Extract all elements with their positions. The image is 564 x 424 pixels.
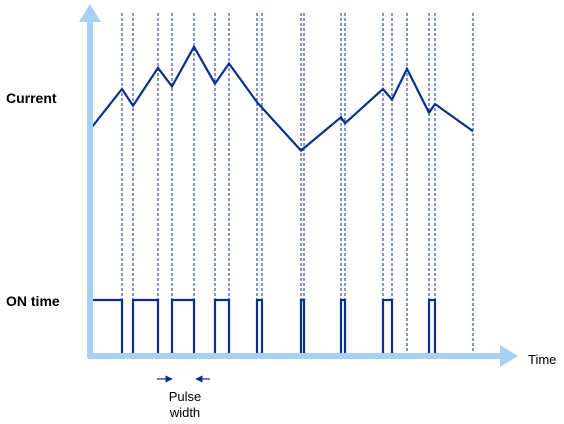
- pulse-width-label-line1: Pulse: [169, 389, 202, 404]
- axes: [79, 4, 518, 367]
- x-axis-arrowhead: [500, 345, 518, 367]
- current-series: [89, 44, 474, 153]
- on-time-label: ON time: [6, 293, 60, 309]
- current-line: [89, 44, 474, 153]
- y-axis-arrowhead: [79, 4, 101, 22]
- pulse-width-annotation: Pulse width: [157, 375, 210, 420]
- pulse-width-label-line2: width: [169, 405, 200, 420]
- current-label: Current: [6, 90, 57, 106]
- switching-gridlines: [121, 13, 474, 356]
- on-time-line: [90, 298, 476, 357]
- x-axis-label: Time: [528, 352, 556, 367]
- on-time-series: [90, 298, 476, 357]
